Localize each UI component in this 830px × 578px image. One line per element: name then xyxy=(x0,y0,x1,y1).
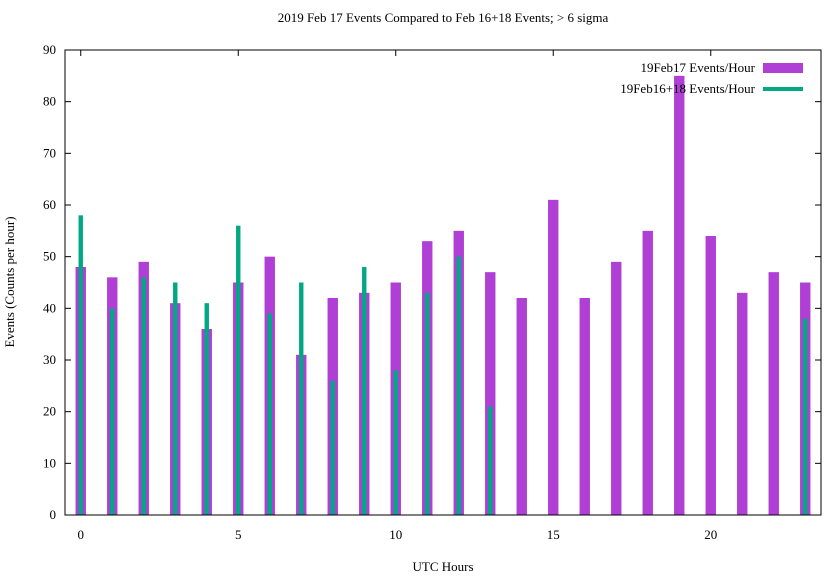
bar-series-1-hour-13 xyxy=(485,272,496,515)
bar-series-2-hour-13 xyxy=(488,406,493,515)
x-axis-label: UTC Hours xyxy=(412,559,473,574)
y-tick-label: 60 xyxy=(43,197,56,212)
bar-series-1-hour-16 xyxy=(579,298,590,515)
x-tick-label: 0 xyxy=(78,527,85,542)
bar-series-1-hour-15 xyxy=(548,199,559,516)
plot-frame xyxy=(64,49,822,516)
legend-label-series-1: 19Feb17 Events/Hour xyxy=(641,60,756,75)
y-tick-label: 90 xyxy=(43,42,56,57)
x-tick-label: 15 xyxy=(547,527,560,542)
bar-series-2-hour-12 xyxy=(456,256,461,515)
bar-series-2-hour-1 xyxy=(110,308,115,515)
y-axis-label: Events (Counts per hour) xyxy=(2,216,17,347)
bar-series-2-hour-9 xyxy=(362,267,367,515)
x-tick-label: 20 xyxy=(704,527,717,542)
bar-series-2-hour-3 xyxy=(173,282,178,515)
bar-series-1-hour-17 xyxy=(611,261,622,515)
bar-series-1-hour-22 xyxy=(768,272,779,515)
bar-series-2-hour-10 xyxy=(393,370,398,515)
bar-series-1-hour-18 xyxy=(642,230,653,516)
legend-swatch-series-1 xyxy=(763,63,803,73)
y-tick-label: 0 xyxy=(50,507,57,522)
bar-series-2-hour-4 xyxy=(204,303,209,515)
bar-series-1-hour-19 xyxy=(674,75,685,515)
bar-series-1-hour-20 xyxy=(705,236,716,515)
y-tick-label: 70 xyxy=(43,145,56,160)
y-tick-label: 20 xyxy=(43,404,56,419)
bar-series-2-hour-7 xyxy=(299,282,304,515)
bar-series-2-hour-2 xyxy=(141,277,146,515)
y-tick-label: 50 xyxy=(43,249,56,264)
y-tick-label: 10 xyxy=(43,455,56,470)
legend: 19Feb17 Events/Hour 19Feb16+18 Events/Ho… xyxy=(620,60,803,96)
bar-series-2-hour-11 xyxy=(425,292,430,515)
y-tick-label: 40 xyxy=(43,300,56,315)
bar-series-2-hour-0 xyxy=(78,215,83,516)
bar-series-2-hour-5 xyxy=(236,225,241,515)
bar-series-2-hour-6 xyxy=(267,313,272,515)
bar-series-1-hour-21 xyxy=(737,292,748,515)
legend-label-series-2: 19Feb16+18 Events/Hour xyxy=(620,81,755,96)
x-tick-label: 5 xyxy=(235,527,242,542)
bar-series-2-hour-23 xyxy=(803,318,808,515)
bar-series-2-hour-8 xyxy=(330,380,335,515)
bar-series-1-hour-14 xyxy=(516,298,527,515)
y-tick-label: 30 xyxy=(43,352,56,367)
x-tick-label: 10 xyxy=(389,527,402,542)
chart-title: 2019 Feb 17 Events Compared to Feb 16+18… xyxy=(278,10,609,25)
legend-swatch-series-2 xyxy=(763,87,803,91)
y-tick-label: 80 xyxy=(43,94,56,109)
